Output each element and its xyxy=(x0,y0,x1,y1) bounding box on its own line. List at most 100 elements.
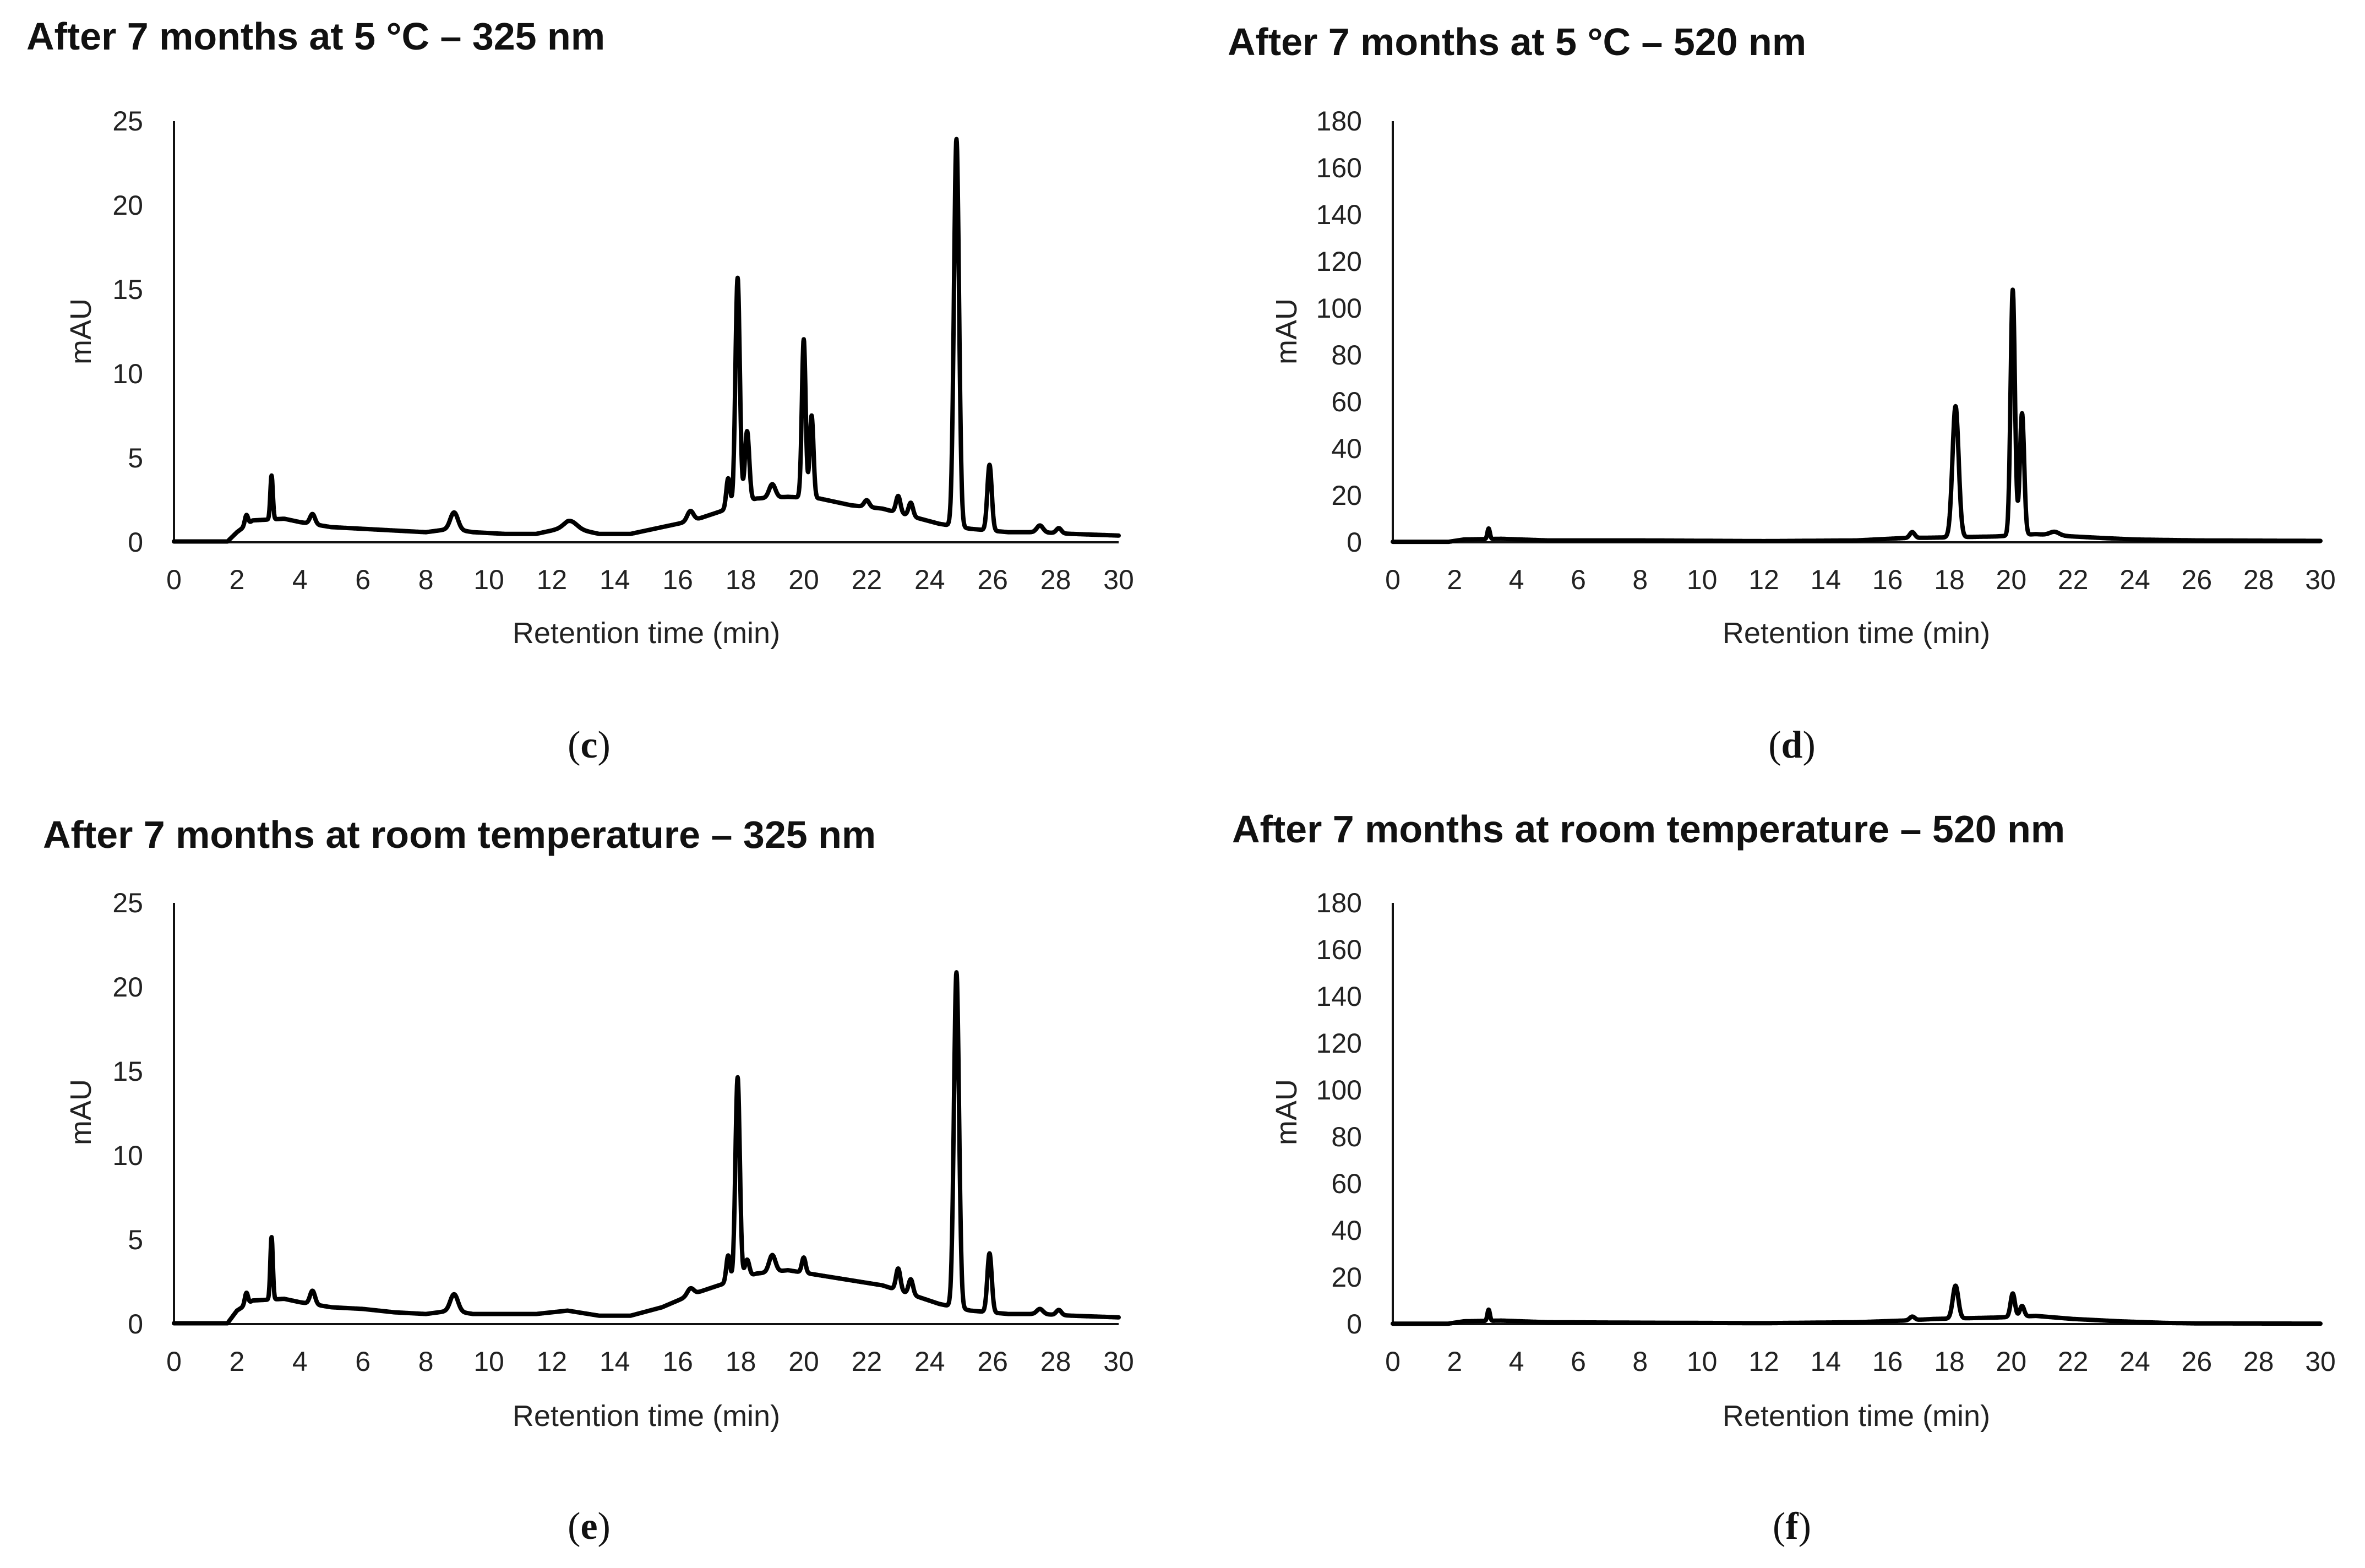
panel-title: After 7 months at room temperature – 520… xyxy=(1232,808,2065,851)
x-tick-label: 6 xyxy=(355,1346,370,1377)
x-tick-label: 16 xyxy=(662,1346,693,1377)
x-tick-label: 18 xyxy=(726,564,756,595)
x-axis-label: Retention time (min) xyxy=(1723,1400,1990,1433)
panel-caption: (d) xyxy=(1768,724,1816,766)
x-tick-label: 4 xyxy=(1509,1346,1524,1377)
panel-e: After 7 months at room temperature – 325… xyxy=(43,813,1134,1548)
x-tick-label: 0 xyxy=(1385,1346,1401,1377)
chromatogram-trace xyxy=(1391,1283,2323,1326)
y-tick-label: 40 xyxy=(1331,433,1362,464)
x-tick-label: 14 xyxy=(1811,1346,1841,1377)
y-tick-label: 20 xyxy=(112,190,143,221)
x-tick-label: 10 xyxy=(473,1346,504,1377)
y-tick-label: 0 xyxy=(1347,527,1362,558)
x-tick-label: 30 xyxy=(2305,1346,2336,1377)
x-tick-label: 30 xyxy=(1103,564,1134,595)
x-tick-label: 20 xyxy=(1996,564,2027,595)
y-tick-label: 100 xyxy=(1316,1075,1362,1106)
x-tick-label: 4 xyxy=(1509,564,1524,595)
panel-title: After 7 months at 5 °C – 325 nm xyxy=(26,15,605,58)
panel-title: After 7 months at 5 °C – 520 nm xyxy=(1228,20,1806,63)
x-tick-label: 6 xyxy=(1571,564,1586,595)
y-tick-label: 80 xyxy=(1331,340,1362,371)
y-axis-label: mAU xyxy=(64,298,97,364)
x-tick-label: 4 xyxy=(292,1346,308,1377)
x-tick-label: 10 xyxy=(473,564,504,595)
x-tick-label: 22 xyxy=(2058,1346,2089,1377)
chromatogram-trace xyxy=(1391,287,2323,545)
panel-c: After 7 months at 5 °C – 325 nm 05101520… xyxy=(26,15,1134,766)
x-tick-label: 24 xyxy=(914,564,945,595)
x-tick-label: 6 xyxy=(1571,1346,1586,1377)
x-tick-label: 28 xyxy=(1040,1346,1071,1377)
panel-title: After 7 months at room temperature – 325… xyxy=(43,813,876,856)
panel-f: After 7 months at room temperature – 520… xyxy=(1232,808,2336,1548)
y-tick-label: 160 xyxy=(1316,153,1362,183)
x-tick-label: 2 xyxy=(1447,1346,1462,1377)
y-tick-label: 10 xyxy=(112,358,143,389)
x-tick-label: 18 xyxy=(1934,1346,1965,1377)
x-tick-label: 22 xyxy=(852,1346,882,1377)
x-tick-label: 8 xyxy=(418,1346,434,1377)
x-tick-label: 2 xyxy=(229,1346,244,1377)
y-tick-label: 25 xyxy=(112,888,143,918)
y-tick-label: 25 xyxy=(112,106,143,137)
x-axis-label: Retention time (min) xyxy=(1723,617,1990,650)
y-tick-label: 120 xyxy=(1316,246,1362,277)
panel-d: After 7 months at 5 °C – 520 nm 02040608… xyxy=(1228,20,2336,766)
x-tick-label: 24 xyxy=(2119,564,2150,595)
x-tick-label: 26 xyxy=(2182,1346,2213,1377)
caption-letter: e xyxy=(580,1505,597,1548)
x-tick-label: 10 xyxy=(1687,1346,1718,1377)
y-tick-label: 15 xyxy=(112,274,143,305)
chromatogram-trace xyxy=(172,137,1121,544)
x-tick-label: 22 xyxy=(2058,564,2089,595)
x-tick-label: 12 xyxy=(537,564,568,595)
x-tick-label: 0 xyxy=(166,1346,182,1377)
x-tick-label: 30 xyxy=(2305,564,2336,595)
x-tick-label: 0 xyxy=(166,564,182,595)
y-axis-label: mAU xyxy=(1270,1079,1303,1145)
x-tick-label: 0 xyxy=(1385,564,1401,595)
y-axis-label: mAU xyxy=(64,1079,97,1145)
x-tick-label: 28 xyxy=(1040,564,1071,595)
y-tick-label: 0 xyxy=(128,527,143,558)
x-tick-label: 2 xyxy=(229,564,244,595)
x-tick-label: 20 xyxy=(788,564,819,595)
y-tick-label: 10 xyxy=(112,1140,143,1171)
x-tick-label: 8 xyxy=(1632,1346,1648,1377)
x-tick-label: 18 xyxy=(726,1346,756,1377)
y-tick-label: 60 xyxy=(1331,386,1362,417)
panel-caption: (f) xyxy=(1773,1505,1811,1548)
y-tick-label: 0 xyxy=(128,1309,143,1340)
x-tick-label: 6 xyxy=(355,564,370,595)
x-tick-label: 26 xyxy=(2182,564,2213,595)
x-tick-label: 14 xyxy=(600,1346,630,1377)
x-tick-label: 24 xyxy=(914,1346,945,1377)
x-axis-label: Retention time (min) xyxy=(513,1400,780,1433)
x-tick-label: 16 xyxy=(662,564,693,595)
x-tick-label: 24 xyxy=(2119,1346,2150,1377)
caption-letter: c xyxy=(580,724,597,766)
y-tick-label: 5 xyxy=(128,443,143,473)
x-tick-label: 28 xyxy=(2243,564,2274,595)
y-tick-label: 5 xyxy=(128,1224,143,1255)
x-tick-label: 2 xyxy=(1447,564,1462,595)
x-tick-label: 14 xyxy=(1811,564,1841,595)
caption-letter: d xyxy=(1781,724,1803,766)
x-tick-label: 10 xyxy=(1687,564,1718,595)
x-tick-label: 4 xyxy=(292,564,308,595)
x-tick-label: 26 xyxy=(977,1346,1008,1377)
x-tick-label: 12 xyxy=(1748,1346,1779,1377)
x-tick-label: 26 xyxy=(977,564,1008,595)
y-tick-label: 20 xyxy=(1331,1262,1362,1293)
x-tick-label: 16 xyxy=(1872,564,1903,595)
y-axis-label: mAU xyxy=(1270,298,1303,364)
x-tick-label: 16 xyxy=(1872,1346,1903,1377)
